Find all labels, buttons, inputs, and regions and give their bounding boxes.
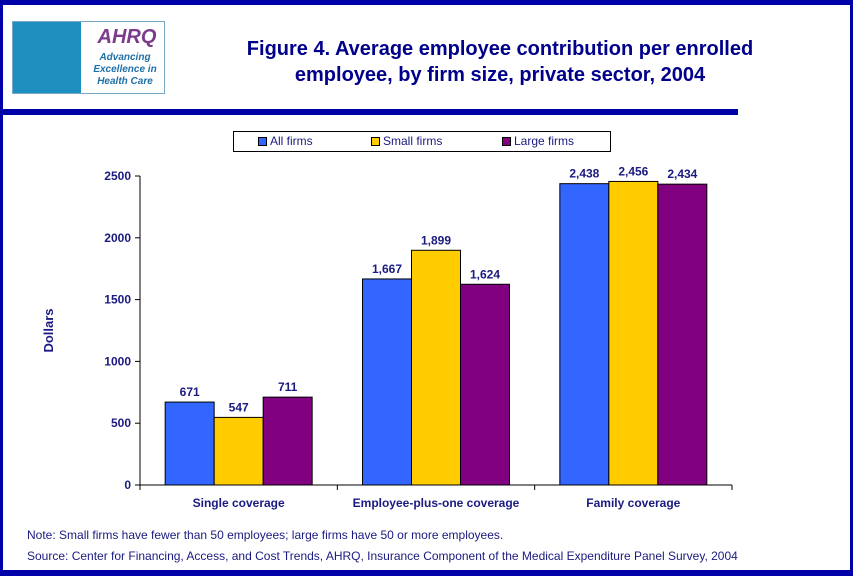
hhs-seal-icon (13, 22, 81, 93)
legend-label: All firms (270, 134, 313, 148)
legend-label: Large firms (514, 134, 575, 148)
x-tick-label: Family coverage (586, 496, 680, 510)
logo-brand: AHRQ (97, 26, 157, 48)
logo-tagline: Advancing Excellence in Health Care (93, 52, 157, 87)
legend-swatch (502, 136, 511, 146)
legend-item: Large firms (502, 134, 574, 148)
bar (657, 183, 708, 486)
data-label: 1,899 (421, 233, 451, 247)
y-tick-label: 500 (111, 416, 131, 430)
bar (213, 416, 264, 486)
bar (608, 180, 659, 486)
note-text: Note: Small firms have fewer than 50 emp… (27, 528, 504, 542)
chart-title: Figure 4. Average employee contribution … (200, 36, 800, 88)
legend-swatch (258, 136, 267, 146)
x-tick-label: Single coverage (193, 496, 285, 510)
data-label: 547 (229, 400, 249, 414)
bar (262, 396, 313, 486)
y-tick-label: 0 (124, 478, 131, 492)
title-line-2: employee, by firm size, private sector, … (294, 64, 706, 86)
y-axis-label: Dollars (41, 308, 56, 352)
source-text: Source: Center for Financing, Access, an… (27, 549, 738, 563)
bar (164, 401, 215, 486)
bar (411, 249, 461, 486)
bar (559, 183, 610, 486)
bar (460, 283, 510, 486)
data-label: 2,438 (569, 167, 599, 181)
data-label: 2,434 (667, 167, 697, 181)
legend-label: Small firms (383, 134, 443, 148)
data-label: 1,667 (372, 262, 402, 276)
data-label: 1,624 (470, 267, 500, 281)
legend-item: Small firms (371, 134, 442, 148)
legend-item: All firms (258, 134, 313, 148)
title-line-1: Figure 4. Average employee contribution … (246, 38, 754, 60)
x-tick-label: Employee-plus-one coverage (353, 496, 520, 510)
ahrq-logo: AHRQ Advancing Excellence in Health Care (12, 21, 165, 94)
y-tick-label: 2000 (104, 231, 131, 245)
data-label: 671 (180, 385, 200, 399)
data-label: 711 (278, 380, 298, 394)
data-label: 2,456 (618, 164, 648, 178)
header-divider (3, 109, 738, 115)
y-tick-label: 1500 (104, 293, 131, 307)
legend: All firms Small firms Large firms (233, 131, 611, 152)
bar (362, 278, 412, 486)
y-tick-label: 2500 (104, 169, 131, 183)
legend-swatch (371, 136, 380, 146)
y-tick-label: 1000 (104, 354, 131, 368)
